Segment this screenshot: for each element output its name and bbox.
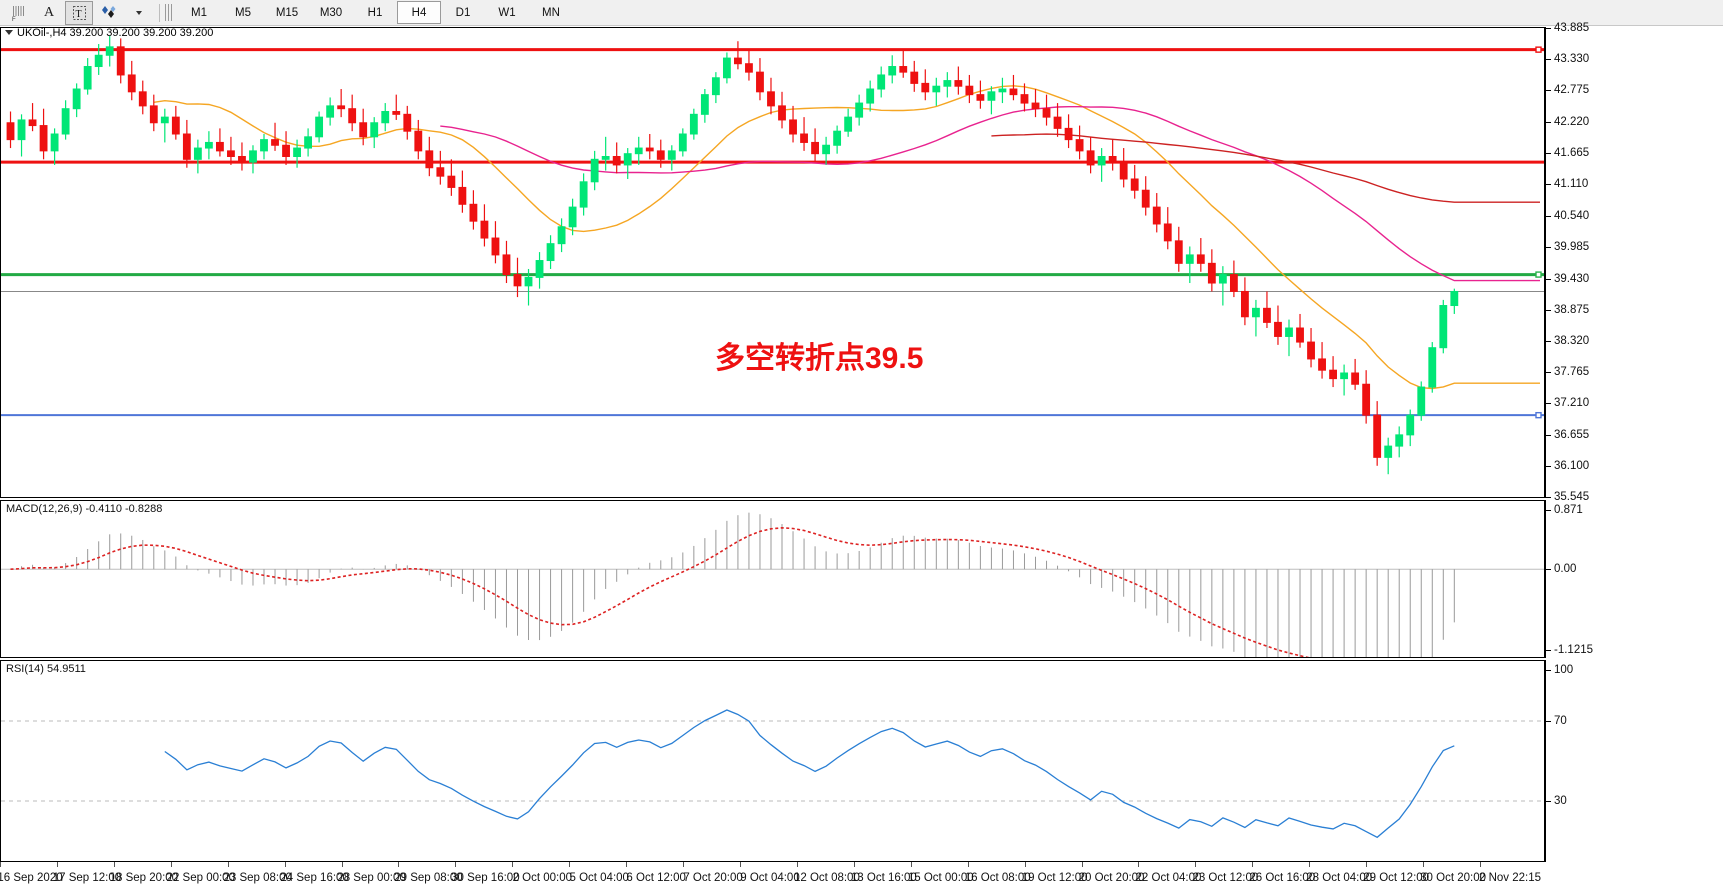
time-axis-label: 20 Oct 20:00 (1078, 872, 1145, 884)
price-axis[interactable]: 43.885 43.330 42.775 42.220 41.665 41.110 40.5… (1545, 22, 1723, 503)
time-axis-label: 17 Sep 12:00 (52, 872, 122, 884)
time-axis-label: 15 Oct 00:00 (907, 872, 974, 884)
time-axis-label: 29 Sep 08:00 (394, 872, 463, 884)
time-axis-label: 28 Sep 00:00 (337, 872, 406, 884)
macd-panel[interactable]: MACD(12,26,9) -0.4110 -0.8288 (0, 500, 1545, 658)
chart-toolbar: F A T M1 M5 M15 M30 H1 H4 D1 W1 MN (0, 0, 1723, 26)
timeframe-m5[interactable]: M5 (235, 6, 251, 19)
rsi-series (1, 709, 1544, 839)
price-axis-label: 39.985 (1554, 241, 1590, 254)
objects-icon[interactable] (95, 1, 123, 25)
time-axis-label: 2 Oct 00:00 (512, 872, 573, 884)
time-axis-label: 23 Oct 12:00 (1192, 872, 1259, 884)
macd-label: MACD(12,26,9) -0.4110 -0.8288 (6, 503, 163, 515)
rsi-axis-label: 30 (1554, 795, 1567, 807)
price-axis-label: 42.220 (1554, 115, 1590, 128)
macd-axis: 0.871 0.00 -1.1215 (1545, 500, 1723, 658)
price-axis-label: 36.655 (1554, 428, 1590, 441)
time-axis-label: 2 Nov 22:15 (1478, 872, 1542, 884)
rsi-label: RSI(14) 54.9511 (6, 663, 86, 675)
price-axis-label: 36.100 (1554, 459, 1590, 472)
rsi-axis-label: 70 (1554, 715, 1567, 727)
symbol-info-line: UKOil-,H4 39.200 39.200 39.200 39.200 (0, 26, 213, 39)
time-axis-label: 12 Oct 08:00 (793, 872, 860, 884)
svg-text:T: T (75, 9, 81, 20)
svg-text:F: F (12, 17, 16, 21)
time-axis-label: 9 Oct 04:00 (740, 872, 800, 884)
rsi-axis-label: 100 (1554, 664, 1574, 676)
time-axis-label: 30 Oct 20:00 (1420, 872, 1486, 884)
symbol-ohlc-text: UKOil-,H4 39.200 39.200 39.200 39.200 (17, 26, 214, 39)
time-axis-label: 19 Oct 12:00 (1021, 872, 1088, 884)
time-axis-label: 16 Oct 08:00 (964, 872, 1031, 884)
time-axis-label: 26 Oct 16:00 (1249, 872, 1316, 884)
time-axis[interactable]: 16 Sep 2020 17 Sep 12:00 18 Sep 20:00 22 Se… (0, 862, 1723, 894)
time-axis-label: 6 Oct 12:00 (626, 872, 686, 884)
price-axis-label: 41.665 (1554, 146, 1590, 159)
timeframe-d1[interactable]: D1 (455, 6, 471, 19)
text-box-icon[interactable]: T (65, 0, 93, 25)
timeframe-m30[interactable]: M30 (319, 6, 343, 19)
text-label-icon[interactable]: A (43, 4, 55, 20)
crosshair-grid-icon[interactable]: F (5, 1, 33, 25)
time-axis-label: 5 Oct 04:00 (569, 872, 629, 884)
time-axis-label: 18 Sep 20:00 (109, 872, 179, 884)
timeframe-m15[interactable]: M15 (275, 6, 299, 19)
time-axis-label: 13 Oct 16:00 (850, 872, 917, 884)
time-axis-label: 22 Sep 00:00 (166, 872, 235, 884)
price-axis-label: 38.875 (1554, 303, 1590, 316)
chart-menu-caret-icon[interactable] (5, 30, 13, 35)
price-axis-label: 38.320 (1554, 334, 1590, 347)
toolbar-grip[interactable] (165, 4, 172, 21)
time-axis-label: 16 Sep 2020 (0, 872, 63, 884)
time-axis-label: 22 Oct 04:00 (1135, 872, 1202, 884)
price-axis-label: 37.765 (1554, 366, 1590, 379)
price-axis-label: 39.430 (1554, 272, 1590, 285)
timeframe-w1[interactable]: W1 (498, 6, 516, 19)
price-axis-label: 40.540 (1554, 210, 1590, 223)
price-axis-label: 41.110 (1554, 178, 1589, 191)
price-axis-label: 37.210 (1554, 397, 1590, 410)
price-axis-label: 35.545 (1554, 491, 1590, 503)
price-chart-panel[interactable] (0, 27, 1545, 498)
price-axis-label: 42.775 (1554, 84, 1590, 97)
macd-axis-label: 0.871 (1554, 504, 1583, 516)
timeframe-h1[interactable]: H1 (367, 6, 383, 19)
timeframe-m1[interactable]: M1 (191, 6, 207, 19)
macd-axis-label: -1.1215 (1554, 644, 1594, 656)
chart-annotation-text: 多空转折点39.5 (715, 342, 924, 375)
objects-dropdown-caret-icon[interactable] (125, 1, 153, 25)
candlestick-series (1, 35, 1544, 475)
rsi-axis: 100 70 30 (1545, 660, 1723, 862)
timeframe-h4[interactable]: H4 (397, 1, 441, 24)
time-axis-label: 29 Oct 12:00 (1363, 872, 1430, 884)
price-axis-label: 43.330 (1554, 53, 1590, 66)
rsi-panel[interactable]: RSI(14) 54.9511 (0, 660, 1545, 862)
timeframe-mn[interactable]: MN (542, 6, 560, 19)
macd-axis-label: 0.00 (1554, 563, 1577, 576)
time-axis-label: 23 Sep 08:00 (223, 872, 292, 884)
macd-series (1, 512, 1544, 657)
price-axis-label: 43.885 (1554, 22, 1590, 34)
time-axis-label: 24 Sep 16:00 (280, 872, 349, 884)
time-axis-label: 30 Sep 16:00 (451, 872, 520, 884)
time-axis-label: 7 Oct 20:00 (683, 872, 743, 884)
time-axis-label: 28 Oct 04:00 (1306, 872, 1373, 884)
